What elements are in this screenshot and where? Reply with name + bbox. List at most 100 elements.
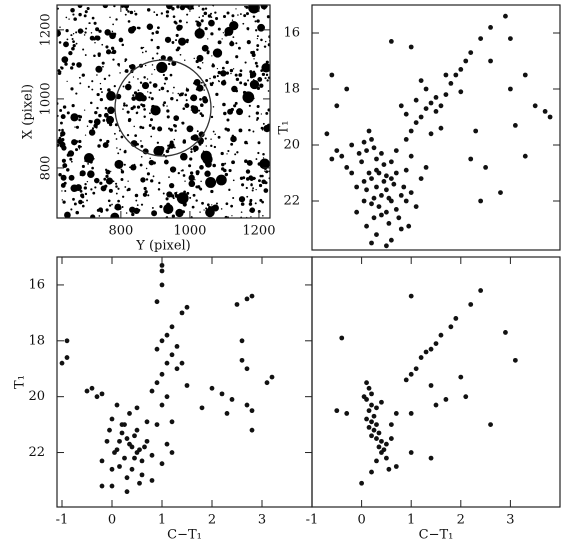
star: [194, 179, 196, 181]
star: [98, 29, 102, 33]
star: [254, 20, 257, 23]
star: [217, 40, 222, 45]
star: [139, 163, 143, 167]
star: [128, 81, 131, 84]
star: [238, 73, 243, 77]
star: [254, 177, 256, 180]
star: [196, 54, 204, 62]
star: [240, 81, 242, 83]
star: [168, 142, 175, 149]
star: [255, 189, 257, 191]
star-point: [379, 212, 384, 218]
star: [248, 202, 253, 206]
star: [172, 15, 176, 18]
star: [232, 196, 235, 199]
star-point: [269, 374, 275, 380]
star: [118, 166, 121, 169]
star: [115, 185, 118, 188]
star: [156, 61, 168, 74]
star-point: [381, 179, 387, 184]
star-point: [423, 165, 429, 170]
star: [259, 198, 263, 202]
star: [172, 197, 175, 200]
star: [115, 18, 118, 21]
star: [133, 125, 135, 128]
star-point: [388, 159, 394, 165]
star: [262, 152, 265, 156]
star: [86, 6, 90, 11]
star-point: [99, 391, 105, 397]
star-point: [244, 402, 250, 408]
star-point: [453, 316, 459, 321]
star-point: [229, 397, 235, 402]
star-point: [329, 156, 335, 162]
star: [171, 7, 175, 11]
star: [103, 112, 109, 118]
star: [226, 11, 230, 15]
star-point: [94, 394, 100, 400]
star-point: [371, 413, 377, 419]
star: [206, 51, 210, 55]
star: [86, 125, 89, 127]
star-point: [371, 427, 377, 433]
star: [174, 192, 178, 195]
star-point: [169, 324, 175, 330]
star: [231, 14, 235, 18]
star: [214, 11, 217, 14]
star: [80, 145, 82, 148]
star: [175, 48, 179, 52]
star: [66, 38, 69, 41]
star-point: [478, 36, 484, 41]
star: [190, 150, 193, 154]
star-point: [433, 109, 439, 114]
star: [184, 180, 186, 182]
star: [135, 199, 138, 202]
star: [84, 31, 87, 34]
star: [231, 19, 234, 21]
star: [94, 177, 100, 184]
star: [195, 20, 198, 23]
star-point: [438, 103, 444, 109]
star: [209, 82, 214, 87]
star-point: [401, 184, 407, 190]
star: [105, 177, 114, 185]
star: [239, 69, 243, 73]
star: [264, 77, 267, 80]
star: [193, 57, 195, 60]
star-point: [149, 478, 155, 483]
star: [197, 65, 200, 69]
star-point: [428, 383, 434, 388]
star: [124, 58, 128, 61]
star-point: [239, 338, 245, 344]
star-point: [403, 167, 409, 173]
star: [72, 13, 75, 16]
star-point: [154, 380, 160, 386]
star: [61, 147, 64, 150]
star-point: [508, 36, 513, 41]
star: [217, 27, 221, 31]
star: [151, 210, 158, 217]
star-point: [522, 72, 528, 78]
star-point: [379, 193, 384, 198]
star: [88, 22, 91, 25]
star: [160, 55, 166, 61]
star: [255, 64, 259, 68]
star: [162, 73, 165, 77]
star: [133, 10, 136, 12]
star: [248, 115, 251, 118]
star: [156, 52, 159, 55]
star: [209, 77, 211, 80]
star: [189, 196, 192, 199]
star: [254, 202, 257, 205]
star-point: [532, 103, 538, 109]
star-point: [391, 181, 397, 187]
star: [84, 10, 88, 14]
star: [201, 7, 205, 11]
star: [105, 174, 109, 179]
star: [163, 159, 169, 165]
star-point: [398, 193, 404, 198]
star: [223, 79, 226, 82]
star-point: [406, 223, 412, 229]
star: [127, 20, 131, 23]
star: [107, 106, 115, 115]
